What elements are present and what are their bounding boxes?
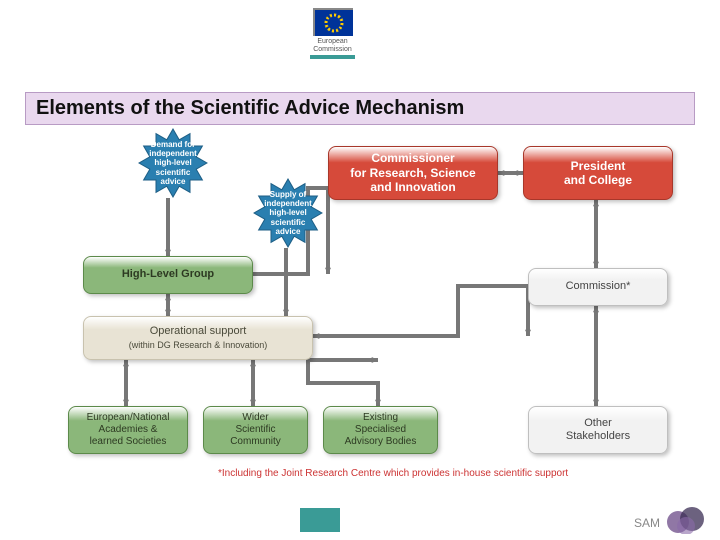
burst-demand: Demand for independent high-level scient… (138, 128, 208, 198)
node-commission: Commission* (528, 268, 668, 306)
ec-logo: European Commission (300, 8, 365, 59)
logo-underline (310, 55, 355, 59)
footer-label: SAM (634, 516, 660, 530)
logo-line2: Commission (300, 46, 365, 54)
footnote: *Including the Joint Research Centre whi… (218, 468, 568, 479)
node-hlg: High-Level Group (83, 256, 253, 294)
footer-bubbles-icon (666, 506, 706, 534)
footer-color-block (300, 508, 340, 532)
page-title: Elements of the Scientific Advice Mechan… (25, 92, 695, 125)
logo-line1: European (300, 38, 365, 46)
node-ops: Operational support(within DG Research &… (83, 316, 313, 360)
node-commissioner: Commissionerfor Research, Scienceand Inn… (328, 146, 498, 200)
node-other: OtherStakeholders (528, 406, 668, 454)
node-wider: WiderScientificCommunity (203, 406, 308, 454)
node-existing: ExistingSpecialisedAdvisory Bodies (323, 406, 438, 454)
node-academies: European/NationalAcademies &learned Soci… (68, 406, 188, 454)
sam-diagram: Demand for independent high-level scient… (28, 128, 692, 498)
eu-flag-icon (313, 8, 353, 36)
node-president: Presidentand College (523, 146, 673, 200)
burst-supply: Supply of independent high-level scienti… (253, 178, 323, 248)
